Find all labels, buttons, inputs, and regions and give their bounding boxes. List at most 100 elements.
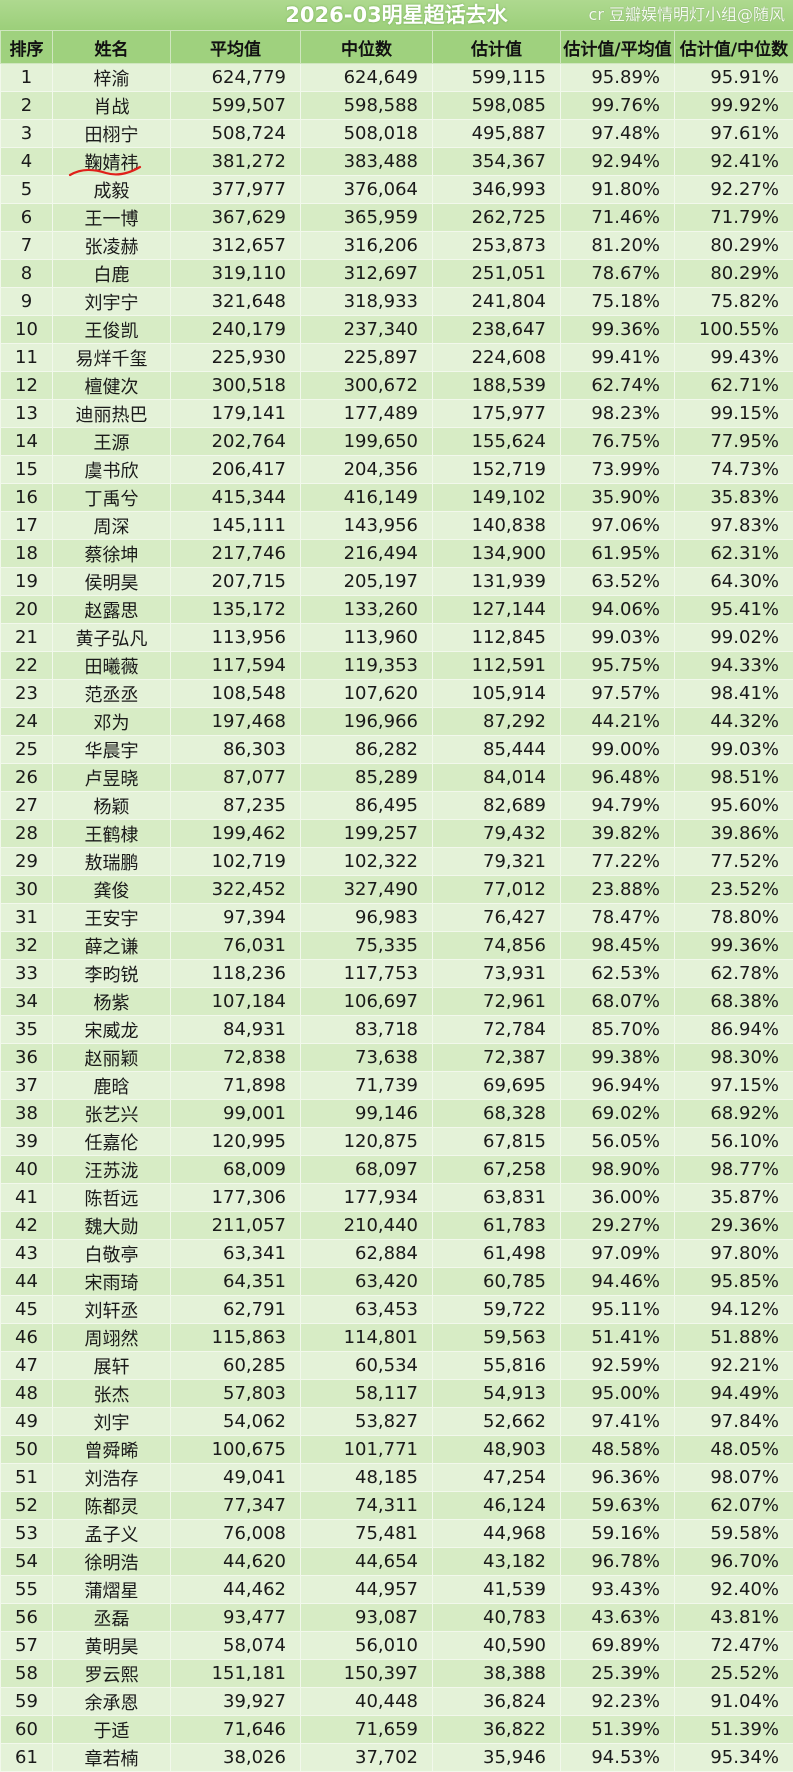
cell-median: 96,983 [301, 904, 433, 932]
cell-estimate: 47,254 [433, 1464, 561, 1492]
cell-ratio-median: 95.34% [675, 1744, 793, 1772]
cell-name: 于适 [53, 1716, 171, 1744]
cell-rank: 28 [1, 820, 53, 848]
cell-average: 240,179 [171, 316, 301, 344]
cell-median: 107,620 [301, 680, 433, 708]
header-average: 平均值 [171, 31, 301, 64]
cell-rank: 34 [1, 988, 53, 1016]
cell-average: 120,995 [171, 1128, 301, 1156]
cell-ratio-average: 93.43% [561, 1576, 675, 1604]
cell-median: 365,959 [301, 204, 433, 232]
cell-name: 魏大勋 [53, 1212, 171, 1240]
cell-rank: 58 [1, 1660, 53, 1688]
cell-average: 49,041 [171, 1464, 301, 1492]
cell-estimate: 67,258 [433, 1156, 561, 1184]
cell-average: 100,675 [171, 1436, 301, 1464]
cell-average: 321,648 [171, 288, 301, 316]
credit-watermark: cr 豆瓣娱情明灯小组@随风 [589, 0, 785, 30]
cell-average: 211,057 [171, 1212, 301, 1240]
cell-estimate: 69,695 [433, 1072, 561, 1100]
cell-median: 86,282 [301, 736, 433, 764]
cell-median: 73,638 [301, 1044, 433, 1072]
cell-median: 58,117 [301, 1380, 433, 1408]
cell-ratio-average: 92.23% [561, 1688, 675, 1716]
cell-name: 侯明昊 [53, 568, 171, 596]
cell-ratio-average: 23.88% [561, 876, 675, 904]
cell-name: 龚俊 [53, 876, 171, 904]
cell-ratio-median: 62.71% [675, 372, 793, 400]
cell-rank: 36 [1, 1044, 53, 1072]
cell-rank: 39 [1, 1128, 53, 1156]
cell-median: 106,697 [301, 988, 433, 1016]
cell-ratio-average: 36.00% [561, 1184, 675, 1212]
cell-average: 108,548 [171, 680, 301, 708]
cell-ratio-average: 99.41% [561, 344, 675, 372]
cell-median: 37,702 [301, 1744, 433, 1772]
cell-ratio-average: 97.48% [561, 120, 675, 148]
cell-ratio-average: 61.95% [561, 540, 675, 568]
cell-ratio-average: 69.89% [561, 1632, 675, 1660]
cell-median: 177,934 [301, 1184, 433, 1212]
cell-ratio-median: 97.61% [675, 120, 793, 148]
cell-name: 虞书欣 [53, 456, 171, 484]
cell-median: 416,149 [301, 484, 433, 512]
cell-name: 刘宇 [53, 1408, 171, 1436]
cell-average: 107,184 [171, 988, 301, 1016]
cell-rank: 25 [1, 736, 53, 764]
cell-ratio-average: 97.57% [561, 680, 675, 708]
cell-rank: 38 [1, 1100, 53, 1128]
cell-median: 48,185 [301, 1464, 433, 1492]
cell-average: 63,341 [171, 1240, 301, 1268]
cell-ratio-median: 94.33% [675, 652, 793, 680]
cell-estimate: 134,900 [433, 540, 561, 568]
cell-ratio-average: 96.94% [561, 1072, 675, 1100]
cell-estimate: 152,719 [433, 456, 561, 484]
cell-rank: 48 [1, 1380, 53, 1408]
cell-estimate: 224,608 [433, 344, 561, 372]
cell-ratio-median: 97.15% [675, 1072, 793, 1100]
cell-ratio-average: 43.63% [561, 1604, 675, 1632]
cell-average: 118,236 [171, 960, 301, 988]
table-header-row: 排序 姓名 平均值 中位数 估计值 估计值/平均值 估计值/中位数 [1, 31, 793, 64]
cell-average: 381,272 [171, 148, 301, 176]
cell-average: 151,181 [171, 1660, 301, 1688]
cell-name: 宋威龙 [53, 1016, 171, 1044]
cell-ratio-median: 99.03% [675, 736, 793, 764]
cell-median: 204,356 [301, 456, 433, 484]
cell-median: 216,494 [301, 540, 433, 568]
cell-average: 64,351 [171, 1268, 301, 1296]
cell-estimate: 59,722 [433, 1296, 561, 1324]
cell-median: 143,956 [301, 512, 433, 540]
cell-rank: 55 [1, 1576, 53, 1604]
cell-average: 197,468 [171, 708, 301, 736]
cell-name: 丁禹兮 [53, 484, 171, 512]
cell-ratio-average: 96.48% [561, 764, 675, 792]
cell-average: 217,746 [171, 540, 301, 568]
cell-estimate: 87,292 [433, 708, 561, 736]
cell-name: 黄子弘凡 [53, 624, 171, 652]
cell-ratio-median: 92.27% [675, 176, 793, 204]
cell-ratio-average: 59.16% [561, 1520, 675, 1548]
cell-median: 93,087 [301, 1604, 433, 1632]
cell-ratio-average: 98.90% [561, 1156, 675, 1184]
cell-rank: 29 [1, 848, 53, 876]
header-estimate: 估计值 [433, 31, 561, 64]
cell-median: 101,771 [301, 1436, 433, 1464]
cell-rank: 44 [1, 1268, 53, 1296]
cell-ratio-average: 25.39% [561, 1660, 675, 1688]
cell-name: 田栩宁 [53, 120, 171, 148]
cell-name: 田曦薇 [53, 652, 171, 680]
cell-ratio-average: 44.21% [561, 708, 675, 736]
cell-average: 179,141 [171, 400, 301, 428]
cell-median: 312,697 [301, 260, 433, 288]
